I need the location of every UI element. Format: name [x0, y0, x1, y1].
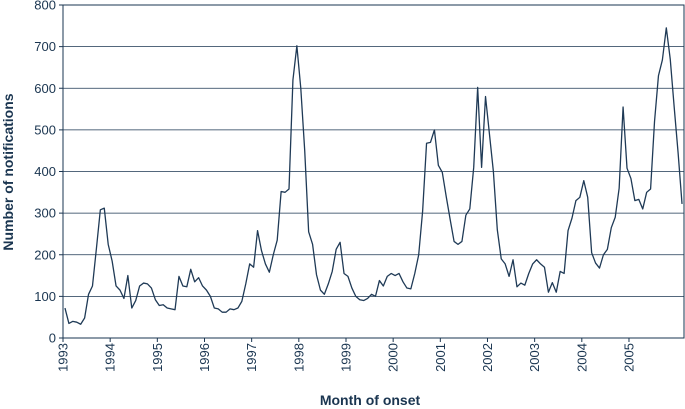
- x-tick-label: 1995: [150, 343, 165, 372]
- y-tick-label: 500: [34, 122, 56, 137]
- y-tick-label: 200: [34, 247, 56, 262]
- x-tick-label: 1994: [103, 343, 118, 372]
- y-tick-label: 300: [34, 206, 56, 221]
- y-axis-ticks: 0 100 200 300 400 500 600 700 800: [34, 0, 63, 346]
- y-tick-label: 600: [34, 81, 56, 96]
- x-axis-ticks: 1993 1994 1995 1996 1997 1998 1999 2000 2001 2002…: [56, 338, 636, 372]
- y-tick-label: 700: [34, 39, 56, 54]
- plot-frame: [62, 4, 685, 339]
- x-tick-label: 1999: [338, 343, 353, 372]
- x-axis-title: Month of onset: [320, 392, 421, 408]
- x-tick-label: 1997: [244, 343, 259, 372]
- x-tick-label: 2001: [433, 343, 448, 372]
- x-tick-label: 1993: [56, 343, 71, 372]
- series-group: [64, 27, 683, 325]
- y-tick-label: 800: [34, 0, 56, 13]
- y-tick-label: 100: [34, 289, 56, 304]
- gridlines: [63, 46, 684, 297]
- y-tick-label: 400: [34, 164, 56, 179]
- x-tick-label: 2000: [386, 343, 401, 372]
- x-tick-label: 2002: [480, 343, 495, 372]
- x-tick-label: 1996: [197, 343, 212, 372]
- y-tick-label: 0: [49, 331, 56, 346]
- x-tick-label: 2004: [574, 343, 589, 372]
- y-axis-title: Number of notifications: [0, 93, 16, 250]
- x-tick-label: 1998: [291, 343, 306, 372]
- x-tick-label: 2005: [621, 343, 636, 372]
- series-line: [64, 27, 683, 325]
- x-tick-label: 2003: [527, 343, 542, 372]
